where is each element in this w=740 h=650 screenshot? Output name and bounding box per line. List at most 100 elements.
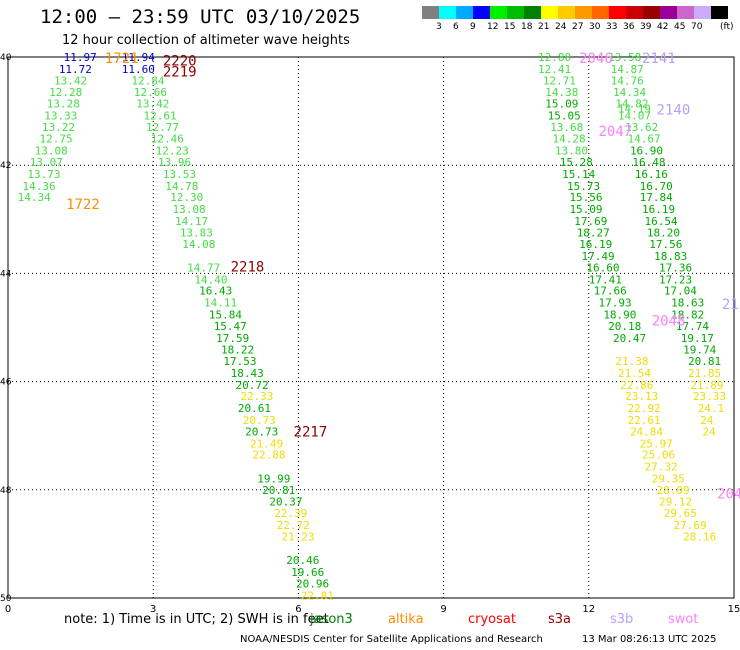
wave-height-value: 22.39 xyxy=(274,507,307,520)
wave-height-value: 15.05 xyxy=(548,109,581,122)
note-text: note: 1) Time is in UTC; 2) SWH is in fe… xyxy=(64,612,329,627)
wave-height-value: 13.08 xyxy=(173,203,206,216)
pass-number-label: 2046 xyxy=(579,51,613,67)
colorbar-swatch xyxy=(507,6,524,19)
wave-height-value: 14.17 xyxy=(175,215,208,228)
wave-height-value: 13.96 xyxy=(158,156,191,169)
wave-height-value: 29.35 xyxy=(652,472,685,485)
wave-height-value: 11.94 xyxy=(122,51,155,64)
wave-height-value: 14.19 xyxy=(618,102,651,115)
wave-height-value: 16.19 xyxy=(579,238,612,251)
wave-height-value: 18.63 xyxy=(671,297,704,310)
wave-height-value: 17.93 xyxy=(598,297,631,310)
colorbar-swatch xyxy=(575,6,592,19)
wave-height-value: 12.46 xyxy=(151,133,184,146)
wave-height-value: 28.16 xyxy=(683,530,716,543)
wave-height-value: 13.58 xyxy=(608,51,641,64)
wave-height-value: 25.97 xyxy=(640,437,673,450)
colorbar-swatch xyxy=(643,6,660,19)
wave-height-value: 14.87 xyxy=(611,63,644,76)
wave-height-value: 22.92 xyxy=(628,402,661,415)
jason3-right-yellow: 21.3821.5422.8623.1322.9222.6124.8425.97… xyxy=(615,355,726,543)
wave-height-value: 14.36 xyxy=(23,180,56,193)
wave-height-value: 13.08 xyxy=(35,145,68,158)
pass-number-label: 2048 xyxy=(652,313,686,329)
wave-height-value: 20.37 xyxy=(269,496,302,509)
colorbar-swatch xyxy=(456,6,473,19)
wave-height-value: 17.36 xyxy=(659,261,692,274)
wave-height-value: 21.89 xyxy=(690,379,723,392)
wave-height-value: 14.07 xyxy=(618,109,651,122)
wave-height-value: 13.22 xyxy=(42,121,75,134)
colorbar-tick-label: 33 xyxy=(606,22,618,32)
colorbar-swatch xyxy=(694,6,711,19)
wave-height-value: 24.84 xyxy=(630,425,663,438)
wave-height-value: 14.11 xyxy=(204,297,237,310)
wave-height-value: 20.73 xyxy=(243,414,276,427)
pass-number-label: 1721 xyxy=(105,51,139,67)
wave-height-value: 13.83 xyxy=(180,226,213,239)
colorbar-tick-label: 12 xyxy=(487,22,499,32)
wave-height-value: 17.23 xyxy=(659,273,692,286)
wave-height-value: 22.81 xyxy=(301,589,334,602)
wave-height-value: 21.23 xyxy=(281,530,314,543)
pass-number-label: 2219 xyxy=(163,65,197,81)
wave-height-value: 15.09 xyxy=(569,203,602,216)
wave-height-value: 14.78 xyxy=(165,180,198,193)
wave-height-value: 14.28 xyxy=(553,133,586,146)
wave-height-value: 17.49 xyxy=(582,250,615,263)
x-tick-label: 12 xyxy=(582,604,595,615)
pass-number-label: 2139 xyxy=(722,297,740,313)
wave-height-value: 15.56 xyxy=(569,191,602,204)
wave-height-value: 18.22 xyxy=(221,344,254,357)
wave-height-value: 14.40 xyxy=(194,273,227,286)
wave-height-value: 24 xyxy=(700,414,714,427)
colorbar-swatch xyxy=(422,6,439,19)
pass-number-label: 2220 xyxy=(163,54,197,70)
wave-height-value: 17.66 xyxy=(594,285,627,298)
wave-height-value: 16.54 xyxy=(644,215,677,228)
y-tick-label: 48 xyxy=(0,486,12,496)
wave-height-value: 19.66 xyxy=(291,566,324,579)
satellite-legend-item: swot xyxy=(668,612,699,627)
colorbar-tick-label: 70 xyxy=(691,22,703,32)
colorbar-swatch xyxy=(439,6,456,19)
wave-height-value: 16.48 xyxy=(632,156,665,169)
wave-height-value: 27.32 xyxy=(644,461,677,474)
wave-height-value: 18.43 xyxy=(231,367,264,380)
colorbar-tick-label: 42 xyxy=(657,22,669,32)
wave-height-value: 24.1 xyxy=(698,402,725,415)
colorbar-tick-label: 27 xyxy=(572,22,584,32)
wave-height-value: 14.76 xyxy=(611,74,644,87)
wave-height-value: 12.66 xyxy=(134,86,167,99)
colorbar-swatch xyxy=(677,6,694,19)
wave-height-value: 15.73 xyxy=(567,180,600,193)
wave-height-value: 18.90 xyxy=(603,309,636,322)
wave-height-value: 14.08 xyxy=(182,238,215,251)
wave-height-value: 12.75 xyxy=(39,133,72,146)
wave-height-value: 19.99 xyxy=(257,472,290,485)
pass-number-label: 1722 xyxy=(66,197,100,213)
wave-height-value: 16.60 xyxy=(586,261,619,274)
wave-height-value: 22.61 xyxy=(628,414,661,427)
wave-height-value: 13.53 xyxy=(163,168,196,181)
wave-height-value: 16.19 xyxy=(642,203,675,216)
wave-height-value: 12.80 xyxy=(538,51,571,64)
colorbar-tick-label: 9 xyxy=(470,22,476,32)
wave-height-value: 14.82 xyxy=(615,98,648,111)
colorbar-swatch xyxy=(609,6,626,19)
x-tick-label: 0 xyxy=(5,604,11,615)
wave-height-value: 12.41 xyxy=(538,63,571,76)
wave-height-value: 20.81 xyxy=(262,484,295,497)
colorbar-tick-label: 30 xyxy=(589,22,601,32)
wave-height-value: 21.49 xyxy=(250,437,283,450)
wave-height-value: 13.42 xyxy=(54,74,87,87)
wave-height-value: 12.28 xyxy=(49,86,82,99)
wave-height-value: 21.54 xyxy=(618,367,651,380)
wave-height-value: 17.56 xyxy=(649,238,682,251)
wave-height-value: 15.28 xyxy=(560,156,593,169)
jason3-right-dark: 15.0915.0515.2815.1415.7315.5615.0917.69… xyxy=(545,98,721,369)
colorbar-tick-label: 6 xyxy=(453,22,459,32)
